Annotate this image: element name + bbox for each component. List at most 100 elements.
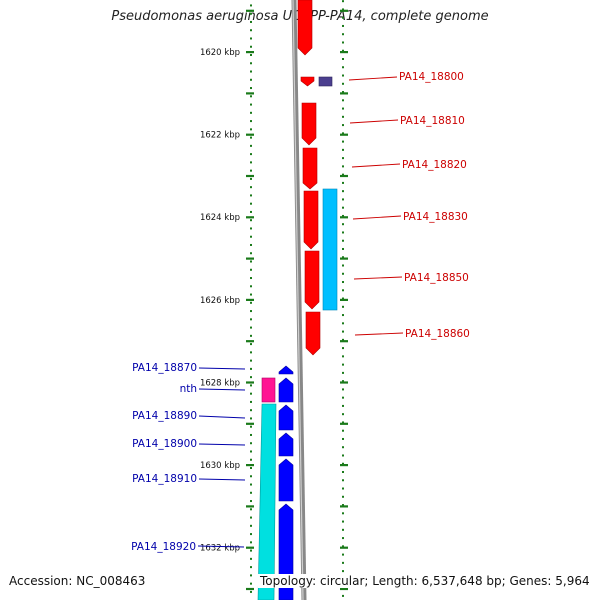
- ruler-minor-tick: [342, 231, 344, 234]
- gene-PA14_18810[interactable]: [301, 102, 317, 146]
- ruler-major-tick: [246, 546, 254, 549]
- gene-PA14_18910[interactable]: [278, 458, 294, 502]
- ruler-label: 1626 kbp: [200, 296, 240, 306]
- label-PA14_18900[interactable]: PA14_18900: [132, 438, 197, 450]
- ruler-major-tick: [340, 298, 348, 301]
- ruler-minor-tick: [250, 78, 252, 81]
- ruler-minor-tick: [342, 462, 344, 465]
- ruler-minor-tick: [250, 227, 252, 230]
- ruler-minor-tick: [342, 173, 344, 176]
- ruler-minor-tick: [250, 574, 252, 577]
- ruler-minor-tick: [250, 4, 252, 7]
- gene-PA14_18860[interactable]: [305, 311, 321, 356]
- ruler-minor-tick: [250, 153, 252, 156]
- ruler-minor-tick: [342, 190, 344, 193]
- ruler-minor-tick: [250, 29, 252, 32]
- ruler-minor-tick: [250, 194, 252, 197]
- ruler-minor-tick: [342, 561, 344, 564]
- gene-PA14_18900[interactable]: [278, 432, 294, 457]
- label-PA14_18860[interactable]: PA14_18860: [405, 328, 470, 340]
- ruler-major-tick: [246, 257, 254, 260]
- ruler-minor-tick: [250, 285, 252, 288]
- ruler-minor-tick: [250, 475, 252, 478]
- ruler-minor-tick: [342, 206, 344, 209]
- feature-reverse-cds[interactable]: [257, 403, 277, 600]
- ruler-minor-tick: [342, 454, 344, 457]
- label-PA14_18820[interactable]: PA14_18820: [402, 159, 467, 171]
- label-PA14_18920[interactable]: PA14_18920: [131, 541, 196, 553]
- ruler-major-tick: [246, 505, 254, 508]
- ruler-label: 1632 kbp: [200, 544, 240, 554]
- ruler-minor-tick: [342, 165, 344, 168]
- ruler-minor-tick: [342, 115, 344, 118]
- ruler-minor-tick: [342, 140, 344, 143]
- ruler-minor-tick: [250, 384, 252, 387]
- ruler-minor-tick: [342, 8, 344, 11]
- ruler-minor-tick: [250, 417, 252, 420]
- genome-backbone: [291, 0, 307, 600]
- ruler-minor-tick: [250, 111, 252, 114]
- feature-reverse-pseudo[interactable]: [261, 377, 276, 403]
- ruler-minor-tick: [342, 41, 344, 44]
- ruler-minor-tick: [250, 12, 252, 15]
- ruler-major-tick: [340, 174, 348, 178]
- ruler-minor-tick: [342, 330, 344, 333]
- ruler-major-tick: [340, 257, 348, 260]
- ruler-minor-tick: [250, 161, 252, 164]
- gene-PA14_18890[interactable]: [278, 404, 294, 431]
- feature-forward-pseudo[interactable]: [318, 76, 333, 87]
- ruler-minor-tick: [342, 0, 344, 3]
- ruler-minor-tick: [342, 371, 344, 374]
- ruler-minor-tick: [342, 16, 344, 19]
- gene-nth[interactable]: [278, 377, 294, 403]
- ruler-major-tick: [340, 92, 348, 95]
- ruler-minor-tick: [342, 355, 344, 358]
- ruler-minor-tick: [342, 479, 344, 482]
- ruler-minor-tick: [250, 409, 252, 412]
- gene-PA14_18870[interactable]: [278, 365, 294, 375]
- gene-PA14_18850[interactable]: [304, 250, 320, 310]
- ruler-minor-tick: [250, 293, 252, 296]
- ruler-minor-tick: [342, 256, 344, 259]
- ruler-minor-tick: [342, 33, 344, 36]
- label-PA14_18910[interactable]: PA14_18910: [132, 473, 197, 485]
- label-nth[interactable]: nth: [180, 383, 197, 395]
- ruler-minor-tick: [250, 541, 252, 544]
- ruler-minor-tick: [250, 318, 252, 321]
- ruler-minor-tick: [342, 223, 344, 226]
- gene-forward-top[interactable]: [297, 0, 313, 56]
- gene-forward-small[interactable]: [300, 76, 315, 87]
- label-PA14_18810[interactable]: PA14_18810: [400, 115, 465, 127]
- ruler-minor-tick: [250, 219, 252, 222]
- ruler-major-tick: [340, 546, 348, 549]
- gene-PA14_18820[interactable]: [302, 147, 318, 190]
- ruler-minor-tick: [250, 243, 252, 246]
- ruler-major-tick: [340, 340, 348, 343]
- ruler-minor-tick: [342, 214, 344, 217]
- gene-PA14_18830[interactable]: [303, 190, 319, 250]
- ruler-minor-tick: [342, 322, 344, 325]
- ruler-label: 1630 kbp: [200, 461, 240, 471]
- ruler-minor-tick: [250, 442, 252, 445]
- accession-text: Accession: NC_008463: [7, 574, 148, 588]
- label-PA14_18870[interactable]: PA14_18870: [132, 362, 197, 374]
- label-PA14_18890[interactable]: PA14_18890: [132, 410, 197, 422]
- label-PA14_18830[interactable]: PA14_18830: [403, 211, 468, 223]
- label-PA14_18800[interactable]: PA14_18800: [399, 71, 464, 83]
- ruler-minor-tick: [250, 557, 252, 560]
- ruler-label: 1624 kbp: [200, 213, 240, 223]
- ruler-minor-tick: [250, 516, 252, 519]
- ruler-minor-tick: [342, 181, 344, 184]
- ruler-minor-tick: [250, 20, 252, 23]
- ruler-minor-tick: [342, 124, 344, 127]
- label-PA14_18850[interactable]: PA14_18850: [404, 272, 469, 284]
- ruler-major-tick: [246, 9, 254, 12]
- feature-forward-cds[interactable]: [322, 188, 338, 311]
- ruler-minor-tick: [342, 404, 344, 407]
- ruler-minor-tick: [250, 260, 252, 263]
- ruler-minor-tick: [250, 136, 252, 139]
- ruler-minor-tick: [342, 487, 344, 490]
- ruler-label: 1620 kbp: [200, 48, 240, 58]
- ruler-minor-tick: [342, 528, 344, 531]
